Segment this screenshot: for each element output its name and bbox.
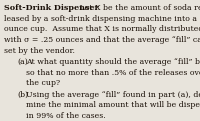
- Text: (b): (b): [17, 91, 28, 99]
- Text: in 99% of the cases.: in 99% of the cases.: [26, 112, 106, 120]
- Text: with σ = .25 ounces and that the average “fill” can be: with σ = .25 ounces and that the average…: [4, 36, 200, 44]
- Text: (a): (a): [17, 58, 28, 66]
- Text: ounce cup.  Assume that X is normally distributed: ounce cup. Assume that X is normally dis…: [4, 25, 200, 33]
- Text: Let X be the amount of soda re-: Let X be the amount of soda re-: [77, 4, 200, 12]
- Text: leased by a soft-drink dispensing machine into a 6-: leased by a soft-drink dispensing machin…: [4, 15, 200, 23]
- Text: Using the average “fill” found in part (a), deter-: Using the average “fill” found in part (…: [26, 91, 200, 99]
- Text: the cup?: the cup?: [26, 79, 60, 87]
- Text: At what quantity should the average “fill” be set: At what quantity should the average “fil…: [26, 58, 200, 66]
- Text: mine the minimal amount that will be dispensed: mine the minimal amount that will be dis…: [26, 101, 200, 109]
- Text: so that no more than .5% of the releases overflow: so that no more than .5% of the releases…: [26, 69, 200, 77]
- Text: set by the vendor.: set by the vendor.: [4, 47, 75, 55]
- Text: Soft-Drink Dispenser: Soft-Drink Dispenser: [4, 4, 99, 12]
